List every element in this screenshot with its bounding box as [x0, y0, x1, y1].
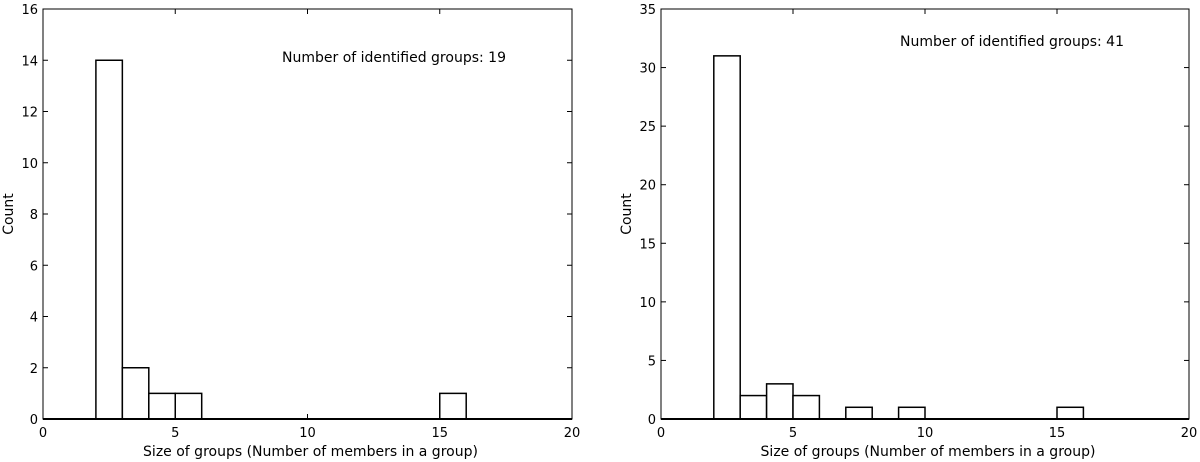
y-tick-label: 15 — [639, 237, 656, 252]
y-axis-label: Count — [619, 193, 635, 235]
y-tick-label: 30 — [639, 62, 656, 77]
histogram-bar-3 — [174, 392, 203, 420]
y-axis-label: Count — [1, 193, 17, 235]
x-tick-label: 15 — [431, 426, 448, 441]
y-tick-label: 5 — [648, 354, 656, 369]
y-tick-label: 0 — [648, 413, 656, 428]
y-tick-label: 35 — [639, 3, 656, 18]
y-tick-label: 14 — [21, 54, 38, 69]
histogram-bar-2 — [765, 383, 794, 420]
x-tick-label: 5 — [789, 426, 797, 441]
left-histogram-panel: 0 5 10 15 20 0 2 4 6 8 10 12 14 16 Size of groups (Num… — [1, 3, 580, 460]
x-tick-label: 20 — [564, 426, 581, 441]
y-tick-label: 16 — [21, 3, 38, 18]
x-tick-label: 10 — [299, 426, 316, 441]
y-tick-label: 8 — [30, 208, 38, 223]
y-tick-label: 12 — [21, 106, 38, 121]
x-tick-label: 0 — [39, 426, 47, 441]
y-tick-label: 10 — [639, 296, 656, 311]
y-tick-label: 25 — [639, 120, 656, 135]
x-tick-label: 0 — [657, 426, 665, 441]
y-tick-label: 0 — [30, 413, 38, 428]
histogram-bar-1 — [121, 367, 150, 420]
y-tick-label: 20 — [639, 179, 656, 194]
x-tick-label: 15 — [1049, 426, 1066, 441]
histogram-bar-4 — [439, 392, 467, 420]
histogram-bar-3 — [792, 394, 821, 420]
groups-count-annotation: Number of identified groups: 19 — [282, 50, 506, 66]
groups-count-annotation: Number of identified groups: 41 — [900, 34, 1124, 50]
histogram-bar-1 — [739, 394, 768, 420]
histogram-bar-4 — [845, 406, 873, 420]
x-axis-label: Size of groups (Number of members in a g… — [761, 444, 1096, 460]
x-tick-label: 20 — [1181, 426, 1198, 441]
histogram-bar-2 — [148, 392, 177, 420]
histogram-bar-6 — [1056, 406, 1085, 420]
y-tick-label: 4 — [30, 311, 38, 326]
y-tick-label: 6 — [30, 259, 38, 274]
histogram-bar-5 — [897, 406, 926, 420]
histogram-bar-0 — [713, 55, 741, 420]
histogram-bar-0 — [95, 59, 124, 420]
x-tick-label: 10 — [917, 426, 934, 441]
x-tick-label: 5 — [171, 426, 179, 441]
x-axis-label: Size of groups (Number of members in a g… — [143, 444, 478, 460]
y-tick-label: 10 — [21, 157, 38, 172]
right-histogram-panel: 0 5 10 15 20 0 5 10 15 20 25 30 35 Size of groups (Nu… — [619, 3, 1197, 460]
y-tick-label: 2 — [30, 362, 38, 377]
